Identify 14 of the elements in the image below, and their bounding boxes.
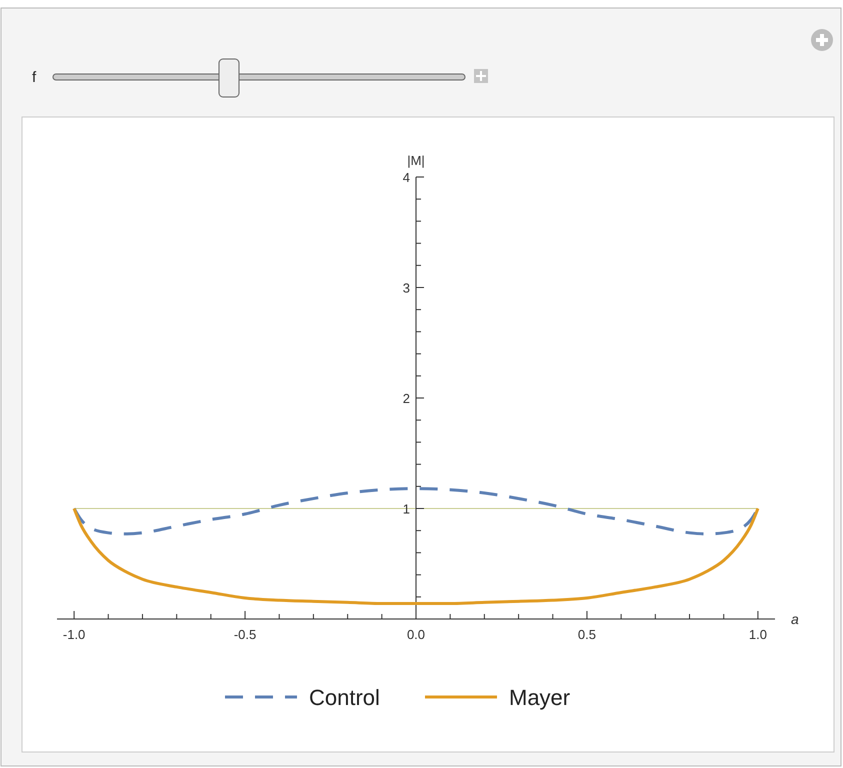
y-tick-label: 2 [402,391,410,406]
legend-label: Mayer [509,685,570,710]
x-tick-label: 0.0 [406,627,426,642]
y-tick-label: 3 [402,280,410,296]
x-tick-label: 0.5 [578,627,596,642]
y-tick-label: 4 [402,170,410,185]
legend-label: Control [309,685,380,710]
x-tick-label: -0.5 [234,627,256,642]
x-axis-title: a [791,611,799,627]
x-tick-label: -1.0 [62,627,86,642]
y-axis-title: |M| [407,153,425,168]
x-tick-label: 1.0 [748,627,767,642]
y-tick-label: 1 [402,502,410,516]
text: f [32,69,37,86]
